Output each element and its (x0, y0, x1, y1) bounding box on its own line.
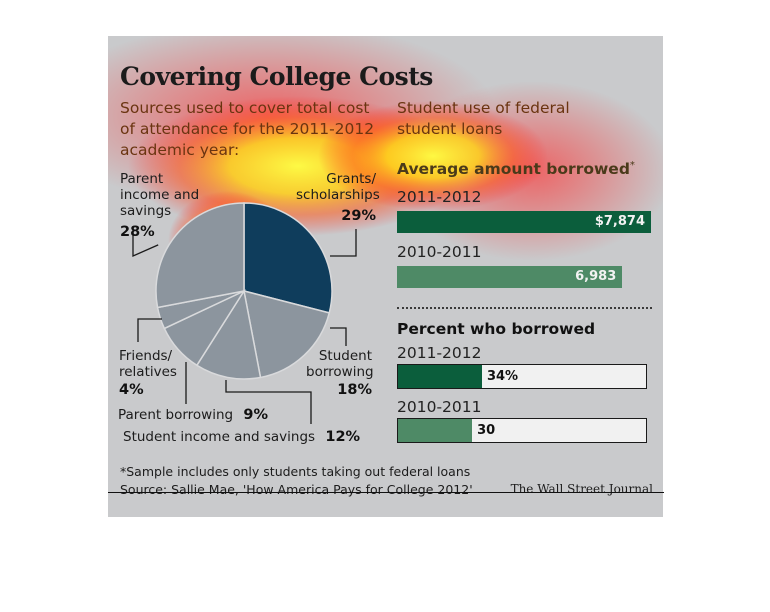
avg-borrowed-heading: Average amount borrowed* (397, 160, 635, 178)
pie-label-value: 12% (325, 429, 361, 445)
pct-year-label: 2011-2012 (397, 344, 482, 362)
pct-bar-2011-2012 (398, 365, 482, 388)
avg-year-label: 2011-2012 (397, 188, 482, 206)
chart-title: Covering College Costs (120, 62, 433, 91)
pie-label-value: 28% (120, 224, 155, 240)
infographic-card: Covering College Costs Sources used to c… (108, 36, 663, 517)
pie-label-student-borrowing: Student borrowing 18% (306, 348, 374, 398)
pie-label-parent-income: Parent income and savings 28% (120, 171, 215, 240)
pct-bar-box: 34% (397, 364, 647, 389)
avg-borrowed-heading-text: Average amount borrowed (397, 160, 630, 179)
footnote-mark: * (629, 160, 635, 171)
pie-label-text: Parent income and savings (120, 171, 200, 219)
pie-label-value: 18% (337, 382, 372, 398)
pie-label-text: Grants/ scholarships (296, 171, 380, 203)
pie-slice-parent-income (155, 202, 245, 309)
avg-bar-value: 6,983 (575, 269, 617, 284)
pie-slice-student-borrowing (243, 289, 331, 379)
loans-title: Student use of federal student loans (397, 99, 570, 138)
pie-label-text: Friends/ relatives (119, 348, 177, 380)
avg-bar-2010-2011: 6,983 (397, 266, 623, 288)
pie-label-text: Parent borrowing (118, 407, 234, 423)
pie-label-value: 9% (243, 407, 269, 423)
pct-bar-box: 30 (397, 418, 647, 443)
pie-label-friends: Friends/ relatives 4% (119, 348, 179, 398)
pie-label-value: 29% (341, 208, 376, 224)
pct-year-label: 2010-2011 (397, 398, 482, 416)
pct-bar-value: 30 (477, 423, 496, 438)
leader-line-student-income (225, 380, 312, 424)
pct-bar-2010-2011 (398, 419, 473, 442)
pie-label-parent-borrowing: Parent borrowing 9% (118, 407, 268, 423)
pct-bar-value: 34% (486, 369, 519, 384)
leader-line-parent-income (132, 229, 159, 257)
source-line: Source: Sallie Mae, 'How America Pays fo… (120, 482, 473, 497)
leader-line-friends (137, 318, 162, 342)
pie-slice-student-income (195, 288, 262, 380)
pie-label-student-income: Student income and savings 12% (123, 429, 360, 445)
avg-year-label: 2010-2011 (397, 243, 482, 261)
pie-slice-grants (243, 202, 333, 314)
leader-line-grants (330, 229, 357, 257)
pie-label-value: 4% (119, 382, 144, 398)
pie-chart (132, 202, 357, 424)
pie-label-grants: Grants/ scholarships 29% (296, 171, 380, 224)
section-divider (397, 307, 652, 309)
leader-line-student-borrowing (330, 327, 347, 346)
avg-bar-2011-2012: $7,874 (397, 211, 651, 233)
footnote: *Sample includes only students taking ou… (120, 464, 471, 479)
bottom-rule (108, 492, 664, 493)
pie-label-text: Student borrowing (306, 348, 374, 380)
pie-label-text: Student income and savings (123, 429, 316, 445)
pie-subtitle: Sources used to cover total cost of atte… (120, 99, 375, 159)
pct-borrowed-heading: Percent who borrowed (397, 320, 596, 338)
avg-bar-value: $7,874 (594, 214, 645, 229)
credit-line: The Wall Street Journal (510, 482, 653, 496)
